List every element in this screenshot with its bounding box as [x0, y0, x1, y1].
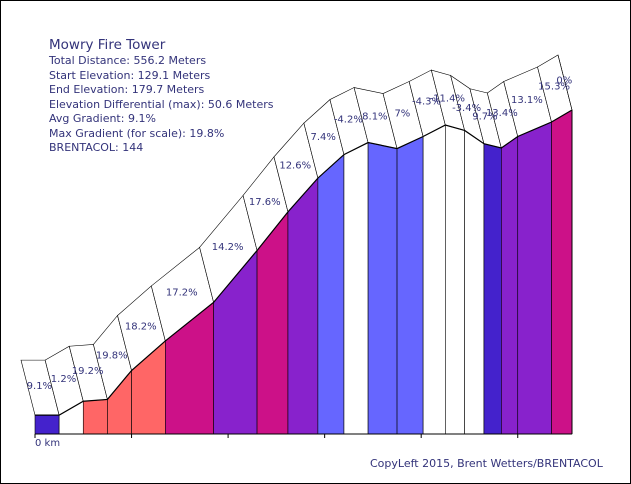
segment-fill — [317, 153, 345, 435]
segment-fill — [501, 135, 519, 435]
copyleft-credit: CopyLeft 2015, Brent Wetters/BRENTACOL — [370, 457, 603, 470]
gradient-label: 19.2% — [72, 366, 104, 377]
segment-fill — [82, 399, 108, 435]
perspective-band — [20, 54, 573, 434]
x-axis: 0 km — [34, 433, 572, 449]
segment-top-face — [557, 54, 573, 111]
gradient-label: -4.2% — [334, 114, 363, 125]
gradient-label: 13.4% — [486, 108, 518, 119]
route-info-block: Mowry Fire Tower Total Distance: 556.2 M… — [49, 37, 273, 156]
max-gradient-text: Max Gradient (for scale): 19.8% — [49, 126, 225, 140]
gradient-label: 14.2% — [212, 242, 244, 253]
end-elevation-text: End Elevation: 179.7 Meters — [49, 83, 205, 96]
elevation-differential-text: Elevation Differential (max): 50.6 Meter… — [49, 97, 274, 111]
total-distance-text: Total Distance: 556.2 Meters — [49, 54, 207, 67]
profile-line — [35, 109, 573, 416]
gradient-label: 18.2% — [125, 321, 157, 332]
gradient-label: 12.6% — [279, 161, 311, 172]
segment-fill — [34, 414, 60, 435]
segment-fill — [396, 136, 424, 435]
route-title: Mowry Fire Tower — [49, 37, 166, 53]
brentacol-text: BRENTACOL: 144 — [49, 141, 144, 154]
gradient-labels: 9.1%1.2%19.2% 19.8% 18.2% 17.2% 14.2% 17.6% 12… — [27, 76, 573, 392]
gradient-label: 17.6% — [249, 197, 281, 208]
segment-fill — [464, 129, 485, 435]
gradient-label: 7.4% — [311, 132, 336, 143]
segment-fill — [343, 142, 369, 435]
segment-fills — [34, 109, 573, 435]
x-axis-label: 0 km — [35, 438, 60, 449]
segment-fill — [551, 109, 573, 435]
gradient-label: 17.2% — [166, 287, 198, 298]
gradient-label: 0% — [556, 76, 572, 87]
gradient-label: -4.3% — [412, 97, 441, 108]
segment-fill — [483, 143, 502, 435]
segment-fill — [367, 142, 398, 435]
gradient-label: 9.7% — [472, 112, 497, 123]
gradient-label: 7% — [394, 108, 410, 119]
gradient-label: -3.4% — [452, 103, 481, 114]
gradient-label: 19.8% — [96, 351, 128, 362]
gradient-label: 8.1% — [362, 111, 387, 122]
segment-fill — [517, 121, 552, 435]
segment-fill — [287, 177, 319, 435]
avg-gradient-text: Avg Gradient: 9.1% — [49, 112, 156, 125]
gradient-label: 15.3% — [538, 82, 570, 93]
gradient-label: 9.1% — [27, 381, 52, 392]
gradient-label: 1.2% — [51, 374, 76, 385]
segment-fill — [445, 124, 465, 435]
gradient-label: -11.4% — [430, 94, 465, 105]
start-elevation-text: Start Elevation: 129.1 Meters — [49, 68, 211, 82]
segment-fill — [422, 124, 446, 435]
gradient-label: 13.1% — [511, 95, 543, 106]
